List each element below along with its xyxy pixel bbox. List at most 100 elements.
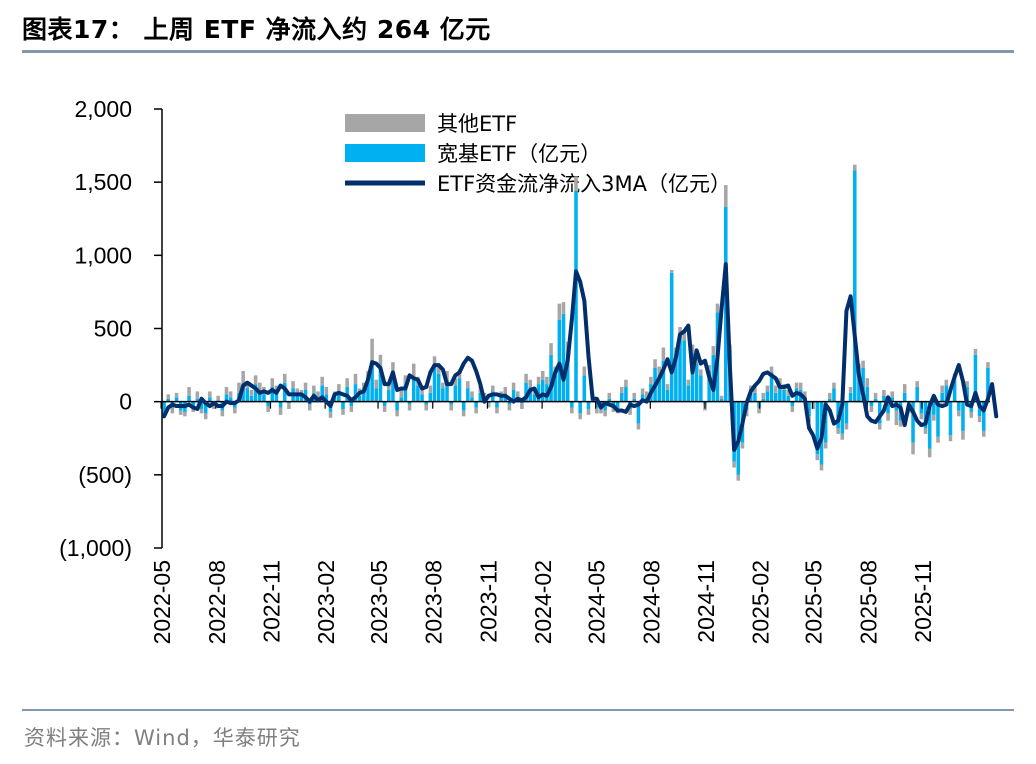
other-etf-bar bbox=[769, 366, 774, 373]
broad-etf-bar bbox=[295, 394, 299, 402]
broad-etf-bar bbox=[624, 387, 628, 402]
broad-etf-bar bbox=[428, 392, 433, 402]
other-etf-bar bbox=[686, 379, 691, 386]
x-tick-label: 2024-02 bbox=[530, 560, 556, 644]
other-etf-bar bbox=[886, 413, 890, 421]
other-etf-bar bbox=[977, 416, 982, 423]
other-etf-bar bbox=[657, 366, 661, 376]
other-etf-bar bbox=[894, 410, 899, 426]
broad-etf-bar bbox=[387, 389, 391, 402]
other-etf-bar bbox=[328, 411, 333, 418]
other-etf-bar bbox=[528, 379, 532, 388]
broad-etf-bar bbox=[258, 391, 262, 402]
ma3-series-line bbox=[162, 262, 999, 452]
other-etf-bar bbox=[224, 387, 229, 395]
broad-etf-bar bbox=[570, 401, 574, 408]
broad-etf-bar bbox=[882, 395, 886, 402]
other-etf-bar bbox=[761, 392, 766, 399]
other-etf-bar bbox=[882, 389, 886, 396]
x-tick-label: 2025-02 bbox=[748, 560, 774, 644]
y-axis-ticks: 2,000 1,500 1,000 500 0 (500) (1,000) bbox=[59, 96, 162, 561]
x-tick-label: 2022-08 bbox=[204, 560, 230, 644]
other-etf-bar bbox=[773, 385, 778, 393]
source-divider bbox=[22, 709, 1014, 711]
other-etf-bar bbox=[765, 385, 770, 392]
other-etf-bar bbox=[711, 346, 716, 355]
broad-etf-bar bbox=[274, 392, 279, 402]
other-etf-bar bbox=[690, 344, 695, 354]
other-etf-bar bbox=[291, 381, 295, 389]
other-etf-bar bbox=[166, 394, 171, 399]
broad-etf-bar bbox=[199, 401, 204, 409]
other-etf-bar bbox=[183, 411, 187, 417]
other-etf-bar bbox=[902, 384, 907, 393]
broad-etf-bar bbox=[565, 354, 570, 402]
other-etf-bar bbox=[828, 392, 832, 399]
other-etf-bar bbox=[620, 387, 624, 393]
broad-etf-bar bbox=[432, 366, 437, 402]
broad-etf-bar bbox=[353, 384, 358, 402]
other-etf-bar bbox=[174, 392, 179, 398]
x-tick-label: 2023-08 bbox=[421, 560, 447, 644]
y-tick-label: 1,000 bbox=[74, 242, 132, 268]
broad-etf-bar bbox=[424, 401, 428, 405]
broad-etf-bar bbox=[578, 401, 582, 414]
other-etf-bar bbox=[819, 464, 824, 471]
broad-etf-bar bbox=[249, 395, 254, 402]
broad-etf-bar bbox=[253, 384, 258, 402]
other-etf-bar bbox=[312, 385, 316, 393]
broad-etf-bar bbox=[524, 382, 528, 402]
y-tick-label: 500 bbox=[94, 316, 132, 342]
broad-etf-bar bbox=[282, 382, 287, 402]
other-etf-bar bbox=[341, 408, 345, 415]
broad-etf-bar bbox=[640, 394, 645, 402]
broad-etf-bar bbox=[861, 368, 865, 402]
other-etf-bar bbox=[432, 356, 437, 367]
broad-etf-bar bbox=[362, 391, 366, 402]
broad-etf-bar bbox=[961, 401, 965, 431]
broad-etf-bar bbox=[603, 401, 607, 411]
other-etf-bar bbox=[233, 407, 237, 414]
broad-etf-bar bbox=[932, 401, 936, 415]
other-etf-bar bbox=[653, 359, 657, 369]
other-etf-bar bbox=[407, 404, 412, 411]
x-tick-label: 2025-08 bbox=[855, 560, 881, 644]
etf-flow-chart: 其他ETF 宽基ETF（亿元） ETF资金流净流入3MA（亿元） 2,000 1,… bbox=[59, 96, 999, 644]
other-etf-bar bbox=[178, 410, 183, 415]
other-etf-bar bbox=[216, 395, 220, 401]
other-etf-bar bbox=[399, 389, 404, 398]
x-tick-label: 2023-11 bbox=[475, 560, 501, 643]
legend-label-ma3: ETF资金流净流入3MA（亿元） bbox=[437, 172, 731, 196]
broad-etf-bar bbox=[786, 395, 790, 402]
broad-etf-bar bbox=[890, 397, 894, 402]
broad-etf-bar bbox=[986, 368, 990, 402]
other-etf-bar bbox=[740, 442, 745, 449]
x-tick-label: 2022-05 bbox=[149, 560, 175, 644]
other-etf-bar bbox=[237, 382, 241, 393]
broad-etf-bar bbox=[790, 401, 795, 407]
other-etf-bar bbox=[382, 406, 387, 412]
other-etf-bar bbox=[557, 303, 562, 320]
other-etf-bar bbox=[258, 382, 262, 392]
other-etf-bar bbox=[378, 354, 383, 370]
broad-etf-bar bbox=[399, 397, 404, 402]
broad-etf-bar bbox=[266, 401, 270, 407]
other-etf-bar bbox=[253, 375, 258, 385]
broad-etf-bar bbox=[382, 401, 387, 407]
other-etf-bar bbox=[607, 392, 612, 399]
other-etf-bar bbox=[624, 379, 628, 388]
other-etf-bar bbox=[249, 389, 254, 396]
broad-etf-bar bbox=[174, 397, 179, 402]
other-etf-bar bbox=[778, 378, 782, 386]
other-etf-bar bbox=[320, 376, 324, 386]
broad-etf-bar bbox=[457, 378, 462, 402]
other-etf-bar bbox=[961, 430, 965, 440]
other-etf-bar bbox=[411, 363, 416, 377]
other-etf-bar bbox=[678, 327, 682, 336]
broad-etf-bar bbox=[686, 385, 691, 402]
broad-etf-bar bbox=[270, 387, 275, 402]
broad-etf-bar bbox=[495, 401, 499, 408]
other-etf-bar bbox=[474, 407, 478, 414]
broad-etf-bar bbox=[853, 170, 857, 402]
broad-etf-bar bbox=[357, 395, 362, 402]
